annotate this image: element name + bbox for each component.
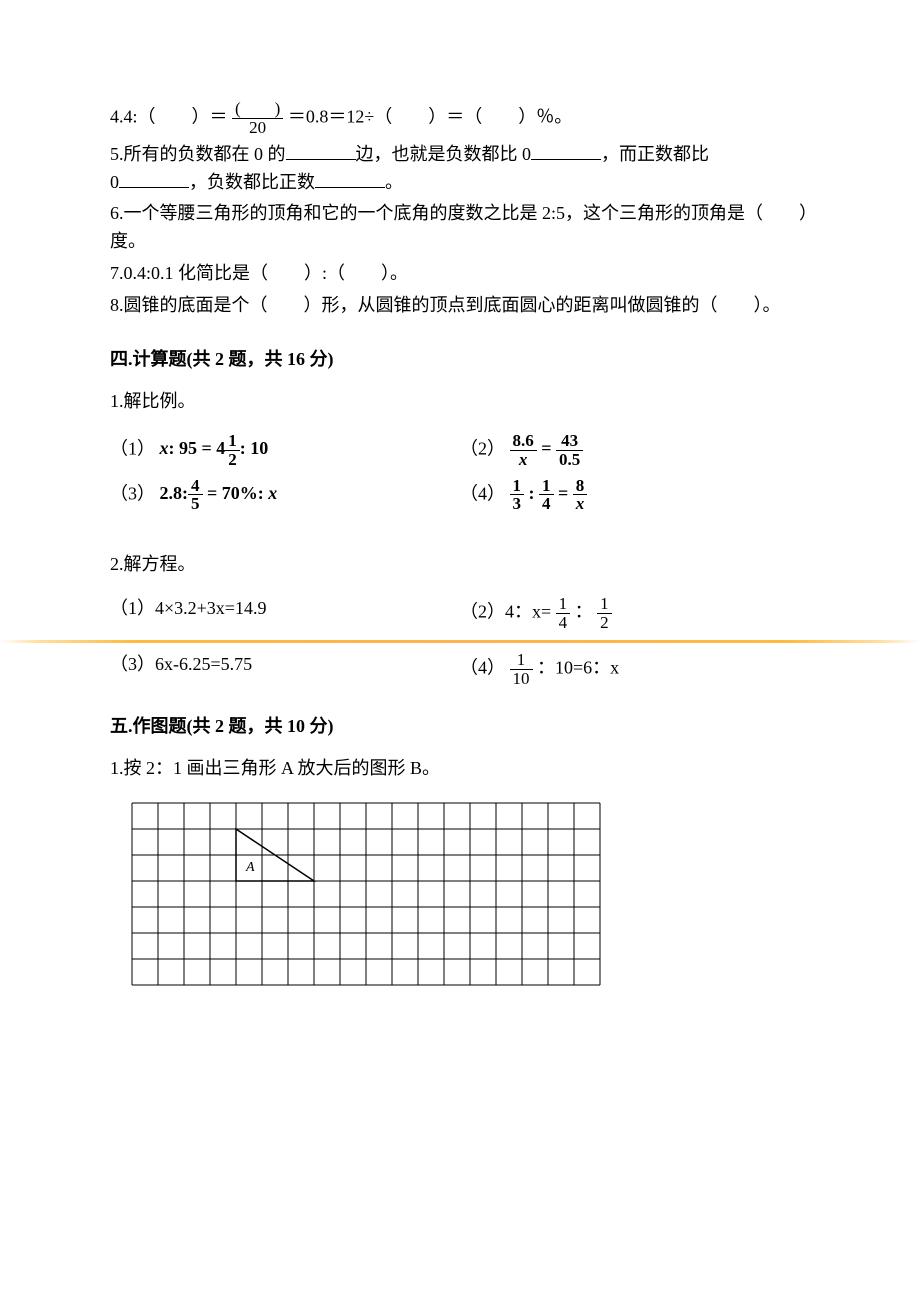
- q5-c: ，而正数都比: [601, 144, 709, 164]
- eq14-frac2: 14: [539, 477, 554, 514]
- q4-lead: 4.4:（ ）＝: [110, 106, 232, 126]
- eq12-frac1: 8.6x: [510, 432, 537, 469]
- q4-mid: ＝0.8＝12÷（ ）＝（ ）％。: [288, 106, 572, 126]
- sec4-eqs1-row1: （1） x: 95 = 412: 10 （2） 8.6x = 430.5: [110, 432, 810, 469]
- fill-blank-q5: 5.所有的负数都在 0 的 边，也就是负数都比 0 ，而正数都比 0 ，负数都比正数 。: [110, 141, 810, 197]
- sec4-problem-1: 1.解比例。: [110, 388, 810, 416]
- q5-e: ，负数都比正数: [189, 172, 315, 192]
- eq13-x: x: [268, 483, 277, 503]
- eq12-frac1-num: 8.6: [510, 432, 537, 450]
- eq22-frac1: 14: [556, 595, 571, 632]
- eq24-fd: 10: [510, 669, 533, 688]
- eq22-frac2: 12: [597, 595, 612, 632]
- section-4-heading: 四.计算题(共 2 题，共 16 分): [110, 346, 810, 374]
- q5-blank-3: [119, 187, 189, 188]
- eq-1-1: （1） x: 95 = 412: 10: [110, 432, 460, 469]
- eq24-frac: 110: [510, 651, 533, 688]
- sec4-eqs2-row2: （3）6x-6.25=5.75 （4） 110 ：10=6：x: [110, 651, 810, 688]
- q5-blank-2: [531, 159, 601, 160]
- q4-frac-num: ( ): [232, 100, 283, 118]
- eq22-mid: ：: [575, 602, 598, 622]
- eq14-f1d: 3: [510, 494, 525, 513]
- fill-blank-q4: 4.4:（ ）＝ ( ) 20 ＝0.8＝12÷（ ）＝（ ）％。: [110, 100, 810, 137]
- eq13-mid: = 70%:: [203, 483, 269, 503]
- eq-2-3: （3）6x-6.25=5.75: [110, 651, 460, 688]
- eq14-f3n: 8: [573, 477, 588, 495]
- eq13-frac: 45: [188, 477, 203, 514]
- q5-b: 边，也就是负数都比 0: [356, 144, 532, 164]
- eq22-f2n: 1: [597, 595, 612, 613]
- q5-f: 。: [385, 172, 403, 192]
- eq13-open: （3）: [110, 483, 155, 503]
- eq22-open: （2）4：x=: [460, 602, 556, 622]
- eq14-frac1: 13: [510, 477, 525, 514]
- q5-blank-1: [286, 159, 356, 160]
- eq12-frac2: 430.5: [556, 432, 583, 469]
- eq12-frac2-num: 43: [556, 432, 583, 450]
- eq24-open: （4）: [460, 657, 505, 677]
- q4-frac-den: 20: [232, 118, 283, 137]
- eq11-x: x: [160, 438, 169, 458]
- eq11-rest: : 95 = 4: [169, 438, 226, 458]
- eq14-f2n: 1: [539, 477, 554, 495]
- sec4-eqs1-row2: （3） 2.8:45 = 70%: x （4） 13 : 14 = 8x: [110, 477, 810, 514]
- eq11-open: （1）: [110, 438, 155, 458]
- sec4-problem-2: 2.解方程。: [110, 551, 810, 579]
- eq14-f1n: 1: [510, 477, 525, 495]
- eq14-open: （4）: [460, 483, 505, 503]
- q5-blank-4: [315, 187, 385, 188]
- eq-1-4: （4） 13 : 14 = 8x: [460, 477, 810, 514]
- eq22-f2d: 2: [597, 613, 612, 632]
- q5-d: 0: [110, 172, 119, 192]
- eq12-open: （2）: [460, 438, 505, 458]
- fill-blank-q8: 8.圆锥的底面是个（ ）形，从圆锥的顶点到底面圆心的距离叫做圆锥的（ ）。: [110, 292, 810, 320]
- grid-figure: A: [130, 801, 810, 996]
- eq-1-3: （3） 2.8:45 = 70%: x: [110, 477, 460, 514]
- sec4-eqs2-row1: （1）4×3.2+3x=14.9 （2）4：x= 14 ： 12: [110, 595, 810, 632]
- eq11-mixed-frac: 12: [225, 432, 240, 469]
- fill-blank-q6: 6.一个等腰三角形的顶角和它的一个底角的度数之比是 2:5，这个三角形的顶角是（…: [110, 200, 810, 256]
- eq24-tail: ：10=6：x: [537, 657, 619, 677]
- eq12-eq: =: [541, 438, 556, 458]
- eq14-frac3: 8x: [573, 477, 588, 514]
- grid-svg: A: [130, 801, 602, 987]
- eq13-frac-num: 4: [188, 477, 203, 495]
- eq14-colon: :: [529, 483, 535, 503]
- svg-text:A: A: [245, 860, 255, 875]
- eq13-frac-den: 5: [188, 494, 203, 513]
- eq24-fn: 1: [510, 651, 533, 669]
- eq-2-2: （2）4：x= 14 ： 12: [460, 595, 810, 632]
- eq11-tail: : 10: [240, 438, 269, 458]
- eq22-f1d: 4: [556, 613, 571, 632]
- eq14-f3d: x: [573, 494, 588, 513]
- sec5-problem-1: 1.按 2：1 画出三角形 A 放大后的图形 B。: [110, 755, 810, 783]
- eq-2-1: （1）4×3.2+3x=14.9: [110, 595, 460, 632]
- q4-fraction: ( ) 20: [232, 100, 283, 137]
- eq11-mfrac-num: 1: [225, 432, 240, 450]
- q5-a: 5.所有的负数都在 0 的: [110, 144, 286, 164]
- eq14-eq: =: [558, 483, 573, 503]
- eq22-f1n: 1: [556, 595, 571, 613]
- eq12-frac2-den: 0.5: [556, 450, 583, 469]
- eq12-frac1-den: x: [510, 450, 537, 469]
- section-5-heading: 五.作图题(共 2 题，共 10 分): [110, 713, 810, 741]
- fill-blank-q7: 7.0.4:0.1 化简比是（ ）:（ ）。: [110, 260, 810, 288]
- divider-gradient: [0, 640, 920, 643]
- eq-2-4: （4） 110 ：10=6：x: [460, 651, 810, 688]
- eq11-mfrac-den: 2: [225, 450, 240, 469]
- eq-1-2: （2） 8.6x = 430.5: [460, 432, 810, 469]
- eq14-f2d: 4: [539, 494, 554, 513]
- eq13-lhs: 2.8:: [160, 483, 189, 503]
